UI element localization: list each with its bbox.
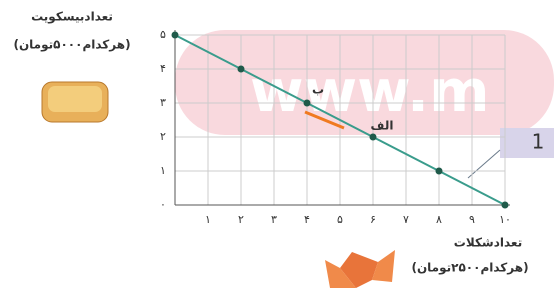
cookie-icon (42, 82, 108, 122)
x-axis-label: (هرکدام۲۵۰۰تومان) (411, 261, 528, 276)
chart: www.m تعدادبیسکویت (هرکدام۵۰۰۰تومان) تعد… (0, 0, 554, 294)
x-tick-label: ۷ (403, 213, 409, 226)
y-tick-label: ۲ (160, 130, 166, 143)
point (502, 202, 509, 209)
x-tick-label: ۳ (271, 213, 277, 226)
y-tick-label: ۳ (160, 96, 166, 109)
annotation: ب (312, 83, 324, 97)
x-axis-label: تعدادشکلات (454, 236, 522, 250)
y-tick-label: ۱ (160, 164, 166, 177)
point (436, 168, 443, 175)
y-tick-label: ۴ (160, 62, 166, 75)
annotation: الف (371, 119, 394, 133)
point (238, 66, 245, 73)
x-tick-label: ۱۰ (499, 213, 511, 226)
point (370, 134, 377, 141)
point (172, 32, 179, 39)
x-tick-label: ۴ (304, 213, 310, 226)
candy-icon (325, 250, 395, 288)
x-tick-label: ۹ (469, 213, 475, 226)
y-tick-label: ۰ (160, 198, 166, 211)
y-tick-label: ۵ (160, 28, 166, 41)
annotation: 1 (532, 130, 545, 154)
y-axis-label: تعدادبیسکویت (31, 10, 113, 25)
annotation-box (500, 128, 554, 158)
y-axis-label: (هرکدام۵۰۰۰تومان) (13, 38, 130, 53)
x-tick-label: ۶ (370, 213, 376, 226)
x-tick-label: ۵ (337, 213, 343, 226)
leader-line (468, 150, 500, 178)
x-tick-label: ۸ (436, 213, 442, 226)
x-tick-label: ۲ (238, 213, 244, 226)
point (304, 100, 311, 107)
x-tick-label: ۱ (205, 213, 211, 226)
